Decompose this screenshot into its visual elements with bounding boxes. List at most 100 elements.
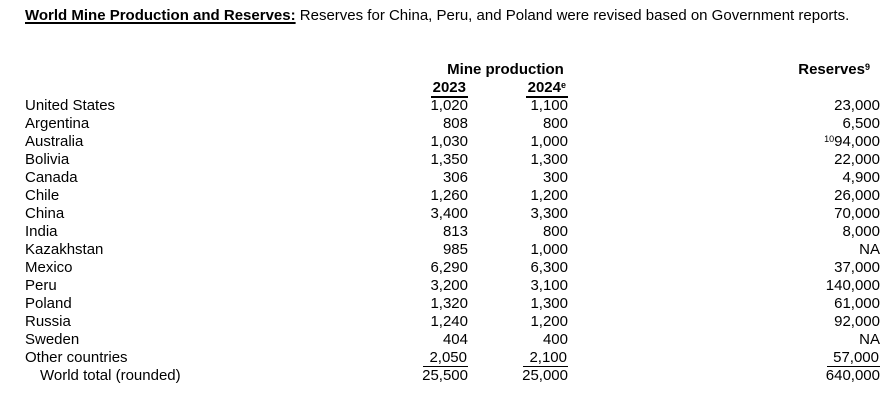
empty-cell (568, 79, 885, 97)
reserves-header-cell: Reserves9 (568, 61, 885, 79)
year-2023-header-cell: 2023 (415, 79, 468, 98)
reserves-footnote-ref: 10 (824, 134, 835, 144)
table-row: Argentina 808 800 6,500 (0, 115, 885, 133)
reserves-value: 8,000 (842, 223, 880, 240)
reserves-value: 37,000 (834, 259, 880, 276)
table-row: Poland 1,320 1,300 61,000 (0, 295, 885, 313)
reserves-header: Reserves9 (798, 61, 870, 78)
prod-2023-value: 1,260 (430, 187, 468, 204)
intro-paragraph: World Mine Production and Reserves: Rese… (25, 6, 885, 26)
prod-2023-value: 6,290 (430, 259, 468, 276)
reserves-footnote-ref: 9 (864, 62, 870, 72)
year-2024-header-cell: 2024e (468, 79, 568, 98)
table-row: World total (rounded) 25,500 25,000 640,000 (0, 367, 885, 385)
table-row: Mexico 6,290 6,300 37,000 (0, 259, 885, 277)
table-row: Australia 1,030 1,000 1094,000 (0, 133, 885, 151)
estimate-footnote-ref: e (560, 80, 566, 90)
country-label: Mexico (25, 259, 73, 276)
mine-production-header-cell: Mine production (415, 61, 568, 79)
empty-cell (0, 79, 415, 97)
prod-2024-value: 1,000 (530, 241, 568, 258)
reserves-value: 140,000 (825, 277, 880, 294)
prod-2023-value: 985 (442, 241, 468, 258)
prod-2024-value: 1,300 (530, 295, 568, 312)
country-label: Argentina (25, 115, 90, 132)
table-row: Chile 1,260 1,200 26,000 (0, 187, 885, 205)
table-body: United States 1,020 1,100 23,000 Argentina 80… (0, 97, 885, 385)
year-header-row: 2023 2024e (0, 79, 885, 98)
country-label: Australia (25, 133, 84, 150)
year-2024-label: 2024 (527, 79, 561, 96)
table-row: Bolivia 1,350 1,300 22,000 (0, 151, 885, 169)
reserves-value: 1094,000 (824, 133, 880, 150)
table-row: China 3,400 3,300 70,000 (0, 205, 885, 223)
reserves-value: 26,000 (834, 187, 880, 204)
reserves-value: 57,000 (568, 349, 885, 367)
prod-2023-value: 1,240 (430, 313, 468, 330)
reserves-value: NA (859, 241, 880, 258)
prod-2023-value: 1,030 (430, 133, 468, 150)
country-label: United States (25, 97, 116, 114)
prod-2023-value: 306 (442, 169, 468, 186)
prod-2023-value: 3,400 (430, 205, 468, 222)
reserves-value: 6,500 (842, 115, 880, 132)
reserves-value: 4,900 (842, 169, 880, 186)
country-label: Peru (25, 277, 57, 294)
country-label: Kazakhstan (25, 241, 104, 258)
prod-2023-value: 808 (442, 115, 468, 132)
prod-2024-value: 25,000 (522, 367, 568, 384)
table-row: Canada 306 300 4,900 (0, 169, 885, 187)
prod-2023-value: 404 (442, 331, 468, 348)
prod-2024-value: 3,100 (530, 277, 568, 294)
reserves-value: 61,000 (834, 295, 880, 312)
country-label: Chile (25, 187, 60, 204)
prod-2024-value: 1,200 (530, 187, 568, 204)
table-row: Other countries 2,050 2,100 57,000 (0, 349, 885, 367)
reserves-value: 22,000 (834, 151, 880, 168)
country-label: Sweden (25, 331, 80, 348)
prod-2024-value: 2,100 (468, 349, 568, 367)
production-reserves-table: Mine production Reserves9 2023 2024e Uni… (0, 61, 885, 385)
table-row: Russia 1,240 1,200 92,000 (0, 313, 885, 331)
country-label: World total (rounded) (40, 367, 181, 384)
prod-2024-value: 1,100 (530, 97, 568, 114)
prod-2023-value: 25,500 (422, 367, 468, 384)
year-2023-header: 2023 (430, 79, 468, 98)
prod-2023-value: 813 (442, 223, 468, 240)
country-label: China (25, 205, 65, 222)
table-row: India 813 800 8,000 (0, 223, 885, 241)
reserves-value: 92,000 (834, 313, 880, 330)
table-row: Peru 3,200 3,100 140,000 (0, 277, 885, 295)
prod-2024-value: 1,200 (530, 313, 568, 330)
prod-2024-value: 1,000 (530, 133, 568, 150)
table-row: United States 1,020 1,100 23,000 (0, 97, 885, 115)
prod-2024-value: 3,300 (530, 205, 568, 222)
prod-2024-value: 800 (542, 115, 568, 132)
mine-production-header: Mine production (447, 61, 564, 78)
country-label: Russia (25, 313, 71, 330)
prod-2024-value: 1,300 (530, 151, 568, 168)
country-label: Poland (25, 295, 72, 312)
reserves-value: 640,000 (825, 367, 880, 384)
prod-2023-value: 2,050 (415, 349, 468, 367)
country-label: Bolivia (25, 151, 70, 168)
prod-2023-value: 3,200 (430, 277, 468, 294)
prod-2024-value: 400 (542, 331, 568, 348)
reserves-header-label: Reserves (798, 61, 865, 78)
reserves-value: NA (859, 331, 880, 348)
empty-cell (0, 61, 415, 79)
year-2024-header: 2024e (525, 79, 568, 98)
table-row: Sweden 404 400 NA (0, 331, 885, 349)
prod-2023-value: 1,320 (430, 295, 468, 312)
prod-2024-value: 300 (542, 169, 568, 186)
prod-2024-value: 6,300 (530, 259, 568, 276)
country-label: India (25, 223, 58, 240)
country-label: Other countries (25, 349, 128, 366)
reserves-value: 70,000 (834, 205, 880, 222)
prod-2023-value: 1,020 (430, 97, 468, 114)
group-header-row: Mine production Reserves9 (0, 61, 885, 79)
intro-text: Reserves for China, Peru, and Poland wer… (299, 7, 850, 24)
prod-2024-value: 800 (542, 223, 568, 240)
section-title: World Mine Production and Reserves: (25, 7, 296, 24)
